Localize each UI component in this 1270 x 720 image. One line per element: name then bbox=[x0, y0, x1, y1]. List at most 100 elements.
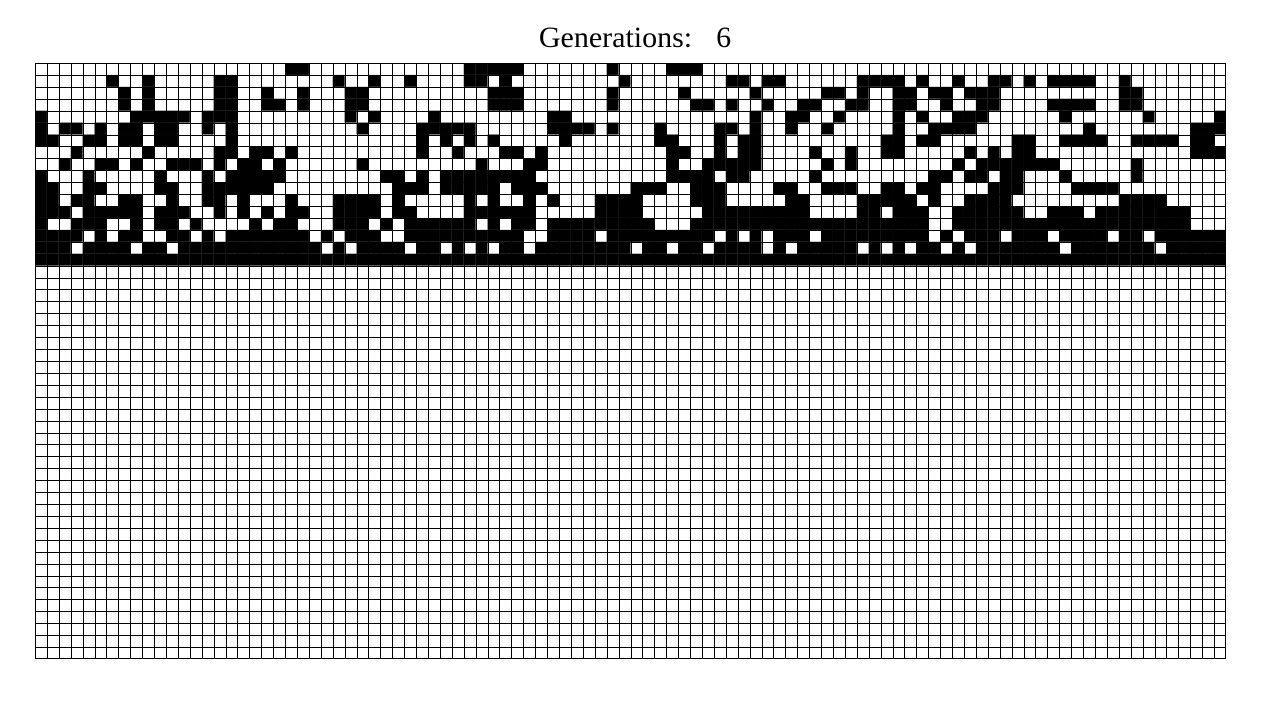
alive-cell[interactable] bbox=[428, 110, 440, 123]
alive-cell[interactable] bbox=[1094, 182, 1107, 195]
alive-cell[interactable] bbox=[785, 182, 798, 195]
alive-cell[interactable] bbox=[463, 253, 476, 266]
alive-cell[interactable] bbox=[725, 217, 738, 230]
alive-cell[interactable] bbox=[344, 229, 357, 242]
alive-cell[interactable] bbox=[1083, 134, 1095, 147]
alive-cell[interactable] bbox=[1214, 122, 1226, 135]
alive-cell[interactable] bbox=[1178, 217, 1191, 230]
alive-cell[interactable] bbox=[46, 194, 59, 207]
alive-cell[interactable] bbox=[832, 110, 845, 123]
alive-cell[interactable] bbox=[701, 170, 714, 183]
alive-cell[interactable] bbox=[511, 229, 524, 242]
alive-cell[interactable] bbox=[678, 229, 691, 242]
alive-cell[interactable] bbox=[868, 229, 881, 242]
alive-cell[interactable] bbox=[511, 146, 524, 159]
alive-cell[interactable] bbox=[1190, 241, 1203, 254]
alive-cell[interactable] bbox=[1190, 122, 1203, 135]
alive-cell[interactable] bbox=[725, 122, 738, 135]
alive-cell[interactable] bbox=[285, 63, 298, 75]
alive-cell[interactable] bbox=[547, 229, 560, 242]
alive-cell[interactable] bbox=[1094, 241, 1107, 254]
alive-cell[interactable] bbox=[35, 217, 47, 230]
alive-cell[interactable] bbox=[1083, 229, 1095, 242]
alive-cell[interactable] bbox=[1166, 134, 1179, 147]
alive-cell[interactable] bbox=[1118, 194, 1131, 207]
alive-cell[interactable] bbox=[701, 217, 714, 230]
alive-cell[interactable] bbox=[701, 194, 714, 207]
alive-cell[interactable] bbox=[666, 146, 679, 159]
alive-cell[interactable] bbox=[713, 206, 726, 218]
alive-cell[interactable] bbox=[82, 134, 95, 147]
alive-cell[interactable] bbox=[844, 241, 857, 254]
alive-cell[interactable] bbox=[106, 74, 119, 87]
alive-cell[interactable] bbox=[1011, 158, 1024, 171]
alive-cell[interactable] bbox=[35, 253, 47, 266]
alive-cell[interactable] bbox=[487, 182, 500, 195]
alive-cell[interactable] bbox=[963, 110, 976, 123]
alive-cell[interactable] bbox=[809, 217, 822, 230]
alive-cell[interactable] bbox=[1035, 241, 1048, 254]
alive-cell[interactable] bbox=[999, 206, 1012, 218]
alive-cell[interactable] bbox=[773, 241, 786, 254]
alive-cell[interactable] bbox=[749, 217, 762, 230]
alive-cell[interactable] bbox=[1202, 134, 1215, 147]
alive-cell[interactable] bbox=[1130, 206, 1143, 218]
alive-cell[interactable] bbox=[439, 217, 452, 230]
alive-cell[interactable] bbox=[46, 229, 59, 242]
alive-cell[interactable] bbox=[428, 217, 440, 230]
alive-cell[interactable] bbox=[940, 98, 953, 111]
alive-cell[interactable] bbox=[201, 229, 214, 242]
alive-cell[interactable] bbox=[523, 253, 536, 266]
alive-cell[interactable] bbox=[58, 206, 71, 218]
alive-cell[interactable] bbox=[487, 194, 500, 207]
alive-cell[interactable] bbox=[916, 182, 929, 195]
alive-cell[interactable] bbox=[987, 194, 1000, 207]
alive-cell[interactable] bbox=[916, 110, 929, 123]
alive-cell[interactable] bbox=[1142, 134, 1155, 147]
alive-cell[interactable] bbox=[535, 146, 548, 159]
alive-cell[interactable] bbox=[844, 158, 857, 171]
alive-cell[interactable] bbox=[606, 122, 619, 135]
alive-cell[interactable] bbox=[499, 146, 512, 159]
alive-cell[interactable] bbox=[1130, 241, 1143, 254]
alive-cell[interactable] bbox=[308, 253, 321, 266]
alive-cell[interactable] bbox=[332, 241, 345, 254]
alive-cell[interactable] bbox=[249, 253, 262, 266]
alive-cell[interactable] bbox=[749, 241, 762, 254]
alive-cell[interactable] bbox=[451, 253, 464, 266]
alive-cell[interactable] bbox=[666, 134, 679, 147]
alive-cell[interactable] bbox=[463, 206, 476, 218]
alive-cell[interactable] bbox=[58, 241, 71, 254]
alive-cell[interactable] bbox=[166, 206, 178, 218]
alive-cell[interactable] bbox=[797, 206, 810, 218]
alive-cell[interactable] bbox=[963, 86, 976, 99]
alive-cell[interactable] bbox=[690, 63, 702, 75]
alive-cell[interactable] bbox=[499, 74, 512, 87]
alive-cell[interactable] bbox=[1059, 98, 1072, 111]
alive-cell[interactable] bbox=[701, 253, 714, 266]
alive-cell[interactable] bbox=[1154, 217, 1167, 230]
alive-cell[interactable] bbox=[809, 98, 822, 111]
alive-cell[interactable] bbox=[570, 253, 583, 266]
alive-cell[interactable] bbox=[94, 122, 107, 135]
alive-cell[interactable] bbox=[618, 229, 631, 242]
alive-cell[interactable] bbox=[356, 194, 369, 207]
alive-cell[interactable] bbox=[856, 206, 869, 218]
alive-cell[interactable] bbox=[821, 253, 833, 266]
alive-cell[interactable] bbox=[916, 206, 929, 218]
alive-cell[interactable] bbox=[118, 206, 131, 218]
alive-cell[interactable] bbox=[963, 122, 976, 135]
alive-cell[interactable] bbox=[213, 194, 226, 207]
alive-cell[interactable] bbox=[285, 194, 298, 207]
alive-cell[interactable] bbox=[475, 253, 488, 266]
alive-cell[interactable] bbox=[237, 194, 250, 207]
alive-cell[interactable] bbox=[166, 217, 178, 230]
alive-cell[interactable] bbox=[261, 241, 274, 254]
alive-cell[interactable] bbox=[1047, 74, 1060, 87]
alive-cell[interactable] bbox=[1083, 74, 1095, 87]
alive-cell[interactable] bbox=[963, 229, 976, 242]
alive-cell[interactable] bbox=[618, 253, 631, 266]
alive-cell[interactable] bbox=[642, 229, 655, 242]
alive-cell[interactable] bbox=[725, 98, 738, 111]
alive-cell[interactable] bbox=[678, 170, 691, 183]
